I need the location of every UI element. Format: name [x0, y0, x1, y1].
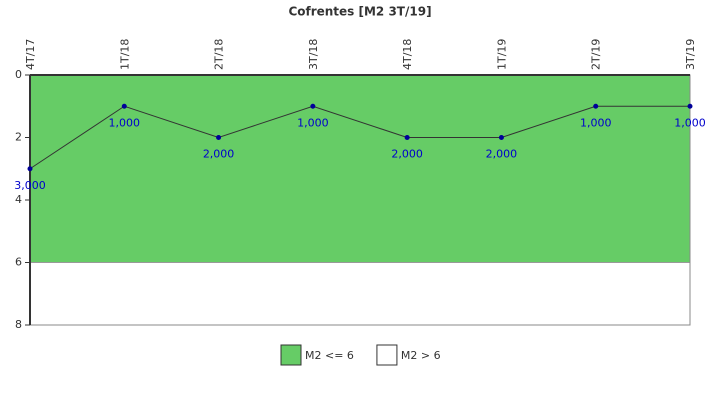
x-tick-label: 1T/19 [495, 39, 508, 70]
point [404, 135, 410, 140]
x-tick-label: 2T/19 [590, 39, 603, 70]
point [27, 166, 33, 172]
value-label: 1,000 [109, 116, 141, 129]
line [29, 105, 690, 170]
y-tick-label: 8 [15, 318, 22, 331]
value-label: 1,000 [297, 116, 329, 129]
x-tick-label: 4T/18 [401, 39, 414, 70]
y-tick-label: 0 [15, 68, 22, 81]
legend-label: M2 > 6 [401, 349, 441, 362]
value-label: 2,000 [391, 148, 423, 161]
x-tick-label: 1T/18 [118, 39, 131, 70]
band [30, 75, 690, 263]
point [687, 103, 693, 109]
legend-swatch [376, 344, 398, 366]
point [498, 135, 504, 140]
x-tick-label: 3T/19 [684, 39, 697, 70]
chart-title: Cofrentes [M2 3T/19] [288, 5, 431, 19]
point [216, 135, 222, 140]
value-label: 1,000 [674, 116, 706, 129]
x-tick-label: 4T/17 [24, 39, 37, 70]
band [30, 262, 690, 325]
x-tick-label: 3T/18 [307, 39, 320, 70]
value-label: 2,000 [486, 148, 518, 161]
x-tick-label: 2T/18 [213, 39, 226, 70]
point [593, 103, 599, 109]
y-tick-label: 6 [15, 256, 22, 269]
value-label: 1,000 [580, 116, 612, 129]
value-label: 3,000 [14, 179, 46, 192]
point [121, 103, 127, 109]
legend-swatch [280, 344, 302, 366]
point [310, 103, 316, 109]
value-label: 2,000 [203, 148, 235, 161]
y-tick-label: 2 [15, 131, 22, 144]
y-tick-label: 4 [15, 193, 22, 206]
legend-label: M2 <= 6 [305, 349, 354, 362]
